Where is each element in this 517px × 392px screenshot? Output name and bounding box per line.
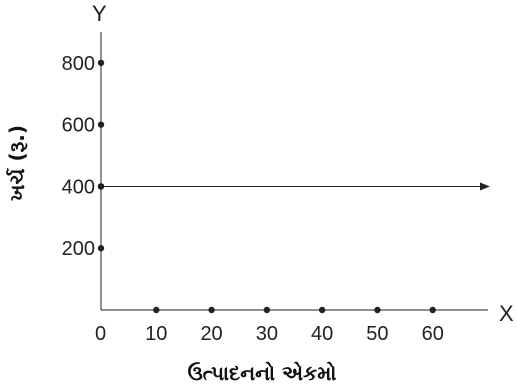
y-tick-dot xyxy=(97,245,105,252)
y-tick-dot xyxy=(97,121,105,128)
x-tick-label: 40 xyxy=(311,323,333,345)
x-tick-label: 20 xyxy=(200,323,222,345)
y-tick-label: 600 xyxy=(62,115,95,137)
x-tick-dot xyxy=(374,306,381,314)
axes xyxy=(100,32,488,311)
y-tick-label: 400 xyxy=(62,176,95,198)
origin-label: 0 xyxy=(95,323,106,345)
y-axis-title: ખર્ચ (રૂ.) xyxy=(5,125,29,201)
series-arrowhead xyxy=(480,182,490,191)
x-tick-dot xyxy=(208,306,215,314)
y-tick-dot xyxy=(97,59,105,67)
x-axis-letter: X xyxy=(499,301,514,326)
x-tick-label: 30 xyxy=(256,323,278,345)
series-point xyxy=(97,183,105,190)
x-tick-dot xyxy=(318,306,326,314)
ticks: 200 400 600 800 10 20 30 40 50 60 xyxy=(62,53,444,345)
x-tick-label: 60 xyxy=(422,323,444,345)
y-tick-label: 800 xyxy=(62,53,95,75)
y-tick-label: 200 xyxy=(62,238,95,260)
x-tick-label: 50 xyxy=(366,323,388,345)
y-axis-letter: Y xyxy=(92,1,107,26)
series xyxy=(97,182,490,191)
x-tick-label: 10 xyxy=(145,323,167,345)
x-tick-dot xyxy=(153,306,160,314)
x-axis-title: ઉત્પાદનનો એકમો xyxy=(188,361,337,385)
x-tick-dot xyxy=(263,306,271,314)
x-tick-dot xyxy=(429,306,436,314)
